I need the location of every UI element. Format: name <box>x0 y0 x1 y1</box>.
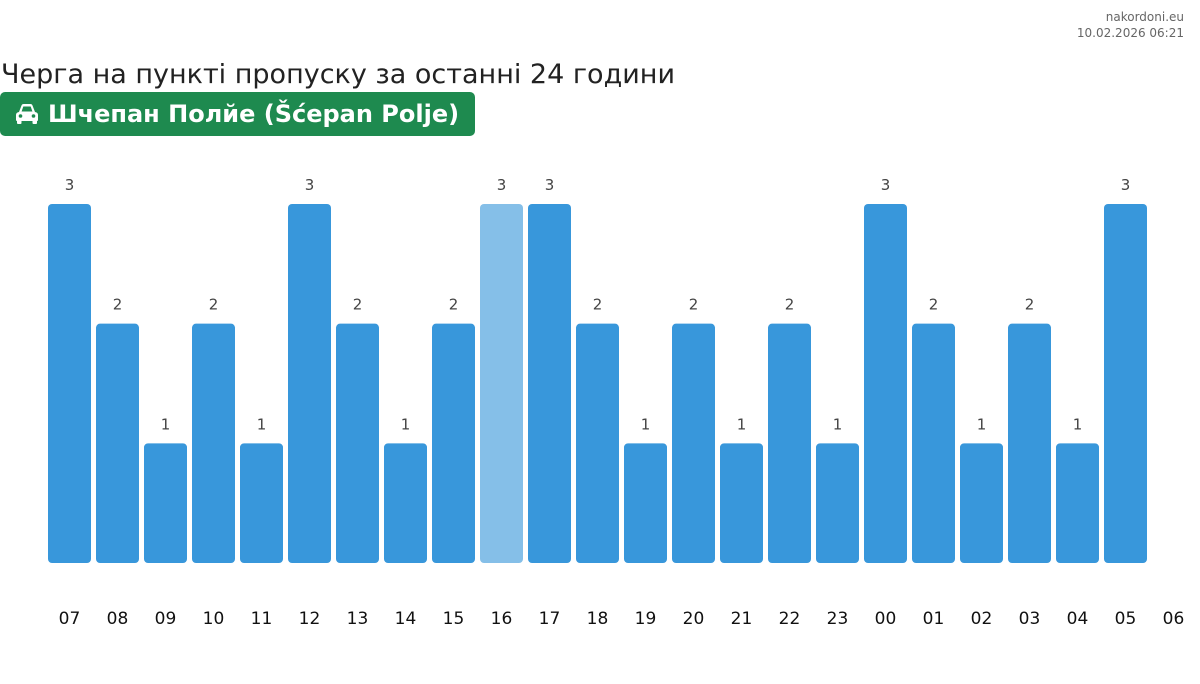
bar-value-label: 2 <box>593 296 603 314</box>
x-tick-label: 18 <box>587 609 609 629</box>
x-tick-label: 20 <box>683 609 705 629</box>
bar-value-label: 1 <box>401 415 411 433</box>
source-info: nakordoni.eu 10.02.2026 06:21 <box>1077 9 1184 41</box>
bar-11 <box>240 443 283 563</box>
bar-value-label: 3 <box>65 176 75 194</box>
x-tick-label: 12 <box>299 609 321 629</box>
bar-17 <box>528 204 571 563</box>
x-tick-label: 19 <box>635 609 657 629</box>
bar-20 <box>672 323 715 563</box>
x-tick-label: 01 <box>923 609 945 629</box>
timestamp: 10.02.2026 06:21 <box>1076 26 1184 40</box>
x-tick-label: 03 <box>1019 609 1041 629</box>
bar-value-label: 3 <box>497 176 507 194</box>
bar-14 <box>384 443 427 563</box>
bar-value-label: 1 <box>641 415 651 433</box>
bar-19 <box>624 443 667 563</box>
bar-value-label: 1 <box>737 415 747 433</box>
x-tick-label: 00 <box>875 609 897 629</box>
x-tick-label: 05 <box>1115 609 1137 629</box>
bar-value-label: 2 <box>785 296 795 314</box>
bar-01 <box>912 323 955 563</box>
bar-value-label: 3 <box>1121 176 1131 194</box>
x-tick-label: 22 <box>779 609 801 629</box>
bar-16 <box>480 204 523 563</box>
bar-21 <box>720 443 763 563</box>
x-tick-label: 16 <box>491 609 513 629</box>
bar-18 <box>576 323 619 563</box>
page-title: Черга на пункті пропуску за останні 24 г… <box>1 59 675 90</box>
x-tick-label: 13 <box>347 609 369 629</box>
bar-03 <box>1008 323 1051 563</box>
bar-23 <box>816 443 859 563</box>
x-tick-label: 21 <box>731 609 753 629</box>
x-tick-label: 15 <box>443 609 465 629</box>
bar-value-label: 1 <box>1073 415 1083 433</box>
bar-value-label: 1 <box>833 415 843 433</box>
bar-15 <box>432 323 475 563</box>
bar-value-label: 3 <box>305 176 315 194</box>
bar-09 <box>144 443 187 563</box>
x-tick-label: 11 <box>251 609 273 629</box>
bar-value-label: 2 <box>689 296 699 314</box>
x-tick-label: 02 <box>971 609 993 629</box>
bar-value-label: 2 <box>113 296 123 314</box>
bar-00 <box>864 204 907 563</box>
x-tick-label: 10 <box>203 609 225 629</box>
bar-value-label: 2 <box>209 296 219 314</box>
car-icon <box>16 104 38 124</box>
bar-05 <box>1104 204 1147 563</box>
bar-04 <box>1056 443 1099 563</box>
bar-value-label: 3 <box>881 176 891 194</box>
bar-value-label: 1 <box>161 415 171 433</box>
bar-07 <box>48 204 91 563</box>
bar-22 <box>768 323 811 563</box>
x-tick-label: 09 <box>155 609 177 629</box>
bar-value-label: 3 <box>545 176 555 194</box>
bar-value-label: 1 <box>257 415 267 433</box>
bar-value-label: 2 <box>929 296 939 314</box>
x-tick-label: 06 <box>1163 609 1185 629</box>
bar-value-label: 2 <box>1025 296 1035 314</box>
bar-value-label: 2 <box>449 296 459 314</box>
x-tick-label: 04 <box>1067 609 1089 629</box>
bar-value-label: 1 <box>977 415 987 433</box>
x-tick-label: 08 <box>107 609 129 629</box>
checkpoint-name: Шчепан Полйе (Šćepan Polje) <box>48 100 460 128</box>
checkpoint-badge: Шчепан Полйе (Šćepan Polje) <box>0 92 476 136</box>
bar-13 <box>336 323 379 563</box>
bar-08 <box>96 323 139 563</box>
x-tick-label: 23 <box>827 609 849 629</box>
x-tick-label: 17 <box>539 609 561 629</box>
bar-02 <box>960 443 1003 563</box>
bar-12 <box>288 204 331 563</box>
bar-value-label: 2 <box>353 296 363 314</box>
x-tick-label: 07 <box>59 609 81 629</box>
bar-10 <box>192 323 235 563</box>
source-site: nakordoni.eu <box>1105 10 1184 24</box>
x-tick-label: 14 <box>395 609 417 629</box>
